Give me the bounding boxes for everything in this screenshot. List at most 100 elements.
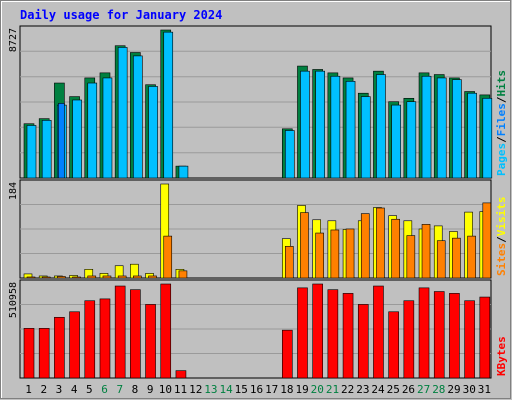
- day-label-24: 24: [371, 383, 385, 396]
- panel-hits-files-pages: 8727Hits 1: 3200Hits 2: 3500Hits 3: 5600…: [8, 25, 508, 179]
- kbytes-bar-day-18: KBytes 18: 260000: [281, 329, 293, 379]
- kbytes-bar-day-7: KBytes 7: 500000: [114, 285, 126, 379]
- files-bar-day-9: Files 9: 5400: [148, 86, 158, 179]
- legend-visits-sites: Sites/Visits: [495, 197, 508, 277]
- day-label-31: 31: [478, 383, 491, 396]
- day-label-15: 15: [235, 383, 248, 396]
- legend-kbytes: KBytes: [495, 336, 508, 376]
- sites-bar-day-1: Sites 1: 2: [26, 276, 36, 279]
- legend-separator: /: [495, 136, 508, 143]
- day-label-7: 7: [116, 383, 123, 396]
- day-label-14: 14: [219, 383, 233, 396]
- kbytes-bar-day-26: KBytes 26: 420000: [403, 300, 415, 379]
- day-label-13: 13: [204, 383, 217, 396]
- sites-bar-day-7: Sites 7: 4: [117, 275, 127, 279]
- legend-hits-files-pages: Pages/Files/Hits: [495, 70, 508, 176]
- kbytes-bar-day-3: KBytes 3: 330000: [54, 316, 65, 379]
- pages-bar-day-3: Pages 3: 4400: [58, 103, 65, 179]
- sites-bar-day-20: Sites 20: 88: [315, 232, 324, 279]
- legend-item-hits: Hits: [495, 70, 508, 97]
- kbytes-bar-day-9: KBytes 9: 400000: [145, 304, 156, 379]
- day-label-21: 21: [326, 383, 339, 396]
- files-bar-day-19: Files 19: 6300: [300, 70, 310, 179]
- files-bar-day-22: Files 22: 5700: [345, 81, 356, 179]
- files-bar-day-20: Files 20: 6300: [315, 70, 325, 179]
- sites-bar-day-11: Sites 11: 14: [178, 270, 188, 279]
- legend-item-visits: Visits: [495, 197, 508, 237]
- sites-bar-day-31: Sites 31: 147: [482, 202, 492, 279]
- kbytes-bar-day-1: KBytes 1: 270000: [23, 328, 35, 379]
- files-bar-day-27: Files 27: 6000: [421, 75, 432, 179]
- sites-bar-day-4: Sites 4: 2: [72, 276, 81, 279]
- kbytes-bar-day-2: KBytes 2: 270000: [38, 328, 50, 379]
- kbytes-bar-day-20: KBytes 20: 510958: [312, 283, 323, 379]
- sites-bar-day-9: Sites 9: 4: [148, 275, 157, 279]
- day-label-10: 10: [159, 383, 172, 396]
- day-label-29: 29: [447, 383, 460, 396]
- kbytes-bar-day-30: KBytes 30: 420000: [464, 300, 475, 379]
- panel-visits-sites: 184Visits 1: 8Visits 2: 4Visits 3: 4Visi…: [8, 179, 508, 279]
- kbytes-bar-day-24: KBytes 24: 500000: [373, 285, 384, 379]
- files-bar-day-21: Files 21: 6000: [330, 75, 341, 179]
- sites-bar-day-8: Sites 8: 4: [133, 275, 142, 279]
- day-label-20: 20: [311, 383, 324, 396]
- day-label-23: 23: [356, 383, 369, 396]
- sites-bar-day-23: Sites 23: 126: [360, 213, 370, 279]
- sites-bar-day-19: Sites 19: 128: [300, 212, 309, 279]
- files-bar-day-6: Files 6: 5900: [102, 77, 113, 179]
- max-label-hits-files-pages: 8727: [8, 28, 19, 52]
- files-bar-day-24: Files 24: 6100: [376, 74, 386, 179]
- day-label-11: 11: [174, 383, 187, 396]
- day-label-5: 5: [86, 383, 93, 396]
- files-bar-day-30: Files 30: 5000: [467, 92, 477, 179]
- day-label-26: 26: [402, 383, 415, 396]
- kbytes-bar-day-10: KBytes 10: 510958: [160, 283, 172, 379]
- files-bar-day-8: Files 8: 7200: [133, 55, 143, 179]
- max-label-kbytes: 510958: [8, 282, 19, 318]
- day-labels: 1 2 3 4 5 6 7 8 9 10 11 12 13 14 15 16 17 18 19 20 21 22 23 24 2…: [25, 383, 491, 396]
- sites-bar-day-26: Sites 26: 83: [406, 235, 416, 279]
- kbytes-bar-day-25: KBytes 25: 360000: [388, 311, 399, 379]
- sites-bar-day-2: Sites 2: 2: [41, 276, 51, 279]
- files-bar-day-11: Files 11: 700: [178, 165, 189, 179]
- files-bar-day-23: Files 23: 4800: [360, 96, 371, 179]
- files-bar-day-18: Files 18: 2800: [284, 130, 295, 179]
- day-label-6: 6: [101, 383, 108, 396]
- files-bar-day-26: Files 26: 4500: [406, 101, 417, 179]
- day-label-28: 28: [432, 383, 445, 396]
- kbytes-bar-day-23: KBytes 23: 400000: [357, 304, 369, 379]
- day-label-12: 12: [189, 383, 202, 396]
- day-label-9: 9: [147, 383, 154, 396]
- sites-bar-day-5: Sites 5: 4: [87, 275, 97, 279]
- sites-bar-day-30: Sites 30: 82: [467, 235, 476, 279]
- kbytes-bar-day-29: KBytes 29: 460000: [449, 293, 460, 379]
- day-label-3: 3: [56, 383, 63, 396]
- files-bar-day-10: Files 10: 8600: [163, 31, 174, 179]
- day-label-16: 16: [250, 383, 263, 396]
- sites-bar-day-6: Sites 6: 4: [102, 275, 112, 279]
- kbytes-bar-day-31: KBytes 31: 440000: [479, 296, 491, 379]
- day-label-1: 1: [25, 383, 32, 396]
- kbytes-bar-day-6: KBytes 6: 430000: [99, 298, 111, 379]
- sites-bar-day-21: Sites 21: 94: [330, 229, 340, 279]
- day-label-22: 22: [341, 383, 354, 396]
- files-bar-day-5: Files 5: 5600: [87, 82, 98, 179]
- day-label-19: 19: [295, 383, 308, 396]
- day-label-27: 27: [417, 383, 430, 396]
- files-bar-day-28: Files 28: 5900: [436, 77, 447, 179]
- legend-text-visits-sites: Sites/Visits: [495, 197, 508, 277]
- kbytes-bar-day-8: KBytes 8: 480000: [130, 289, 141, 379]
- kbytes-bar-day-19: KBytes 19: 490000: [297, 287, 308, 379]
- legend-separator: /: [495, 96, 508, 103]
- max-label-visits-sites: 184: [8, 182, 19, 200]
- chart-title: Daily usage for January 2024: [20, 8, 222, 22]
- files-bar-day-29: Files 29: 5800: [452, 79, 462, 179]
- files-bar-day-1: Files 1: 3100: [26, 125, 37, 179]
- sites-bar-day-27: Sites 27: 105: [421, 224, 431, 279]
- sites-bar-day-25: Sites 25: 115: [391, 218, 400, 279]
- legend-separator: /: [495, 236, 508, 243]
- sites-bar-day-10: Sites 10: 82: [163, 235, 173, 279]
- chart-panels: 8727Hits 1: 3200Hits 2: 3500Hits 3: 5600…: [8, 25, 508, 379]
